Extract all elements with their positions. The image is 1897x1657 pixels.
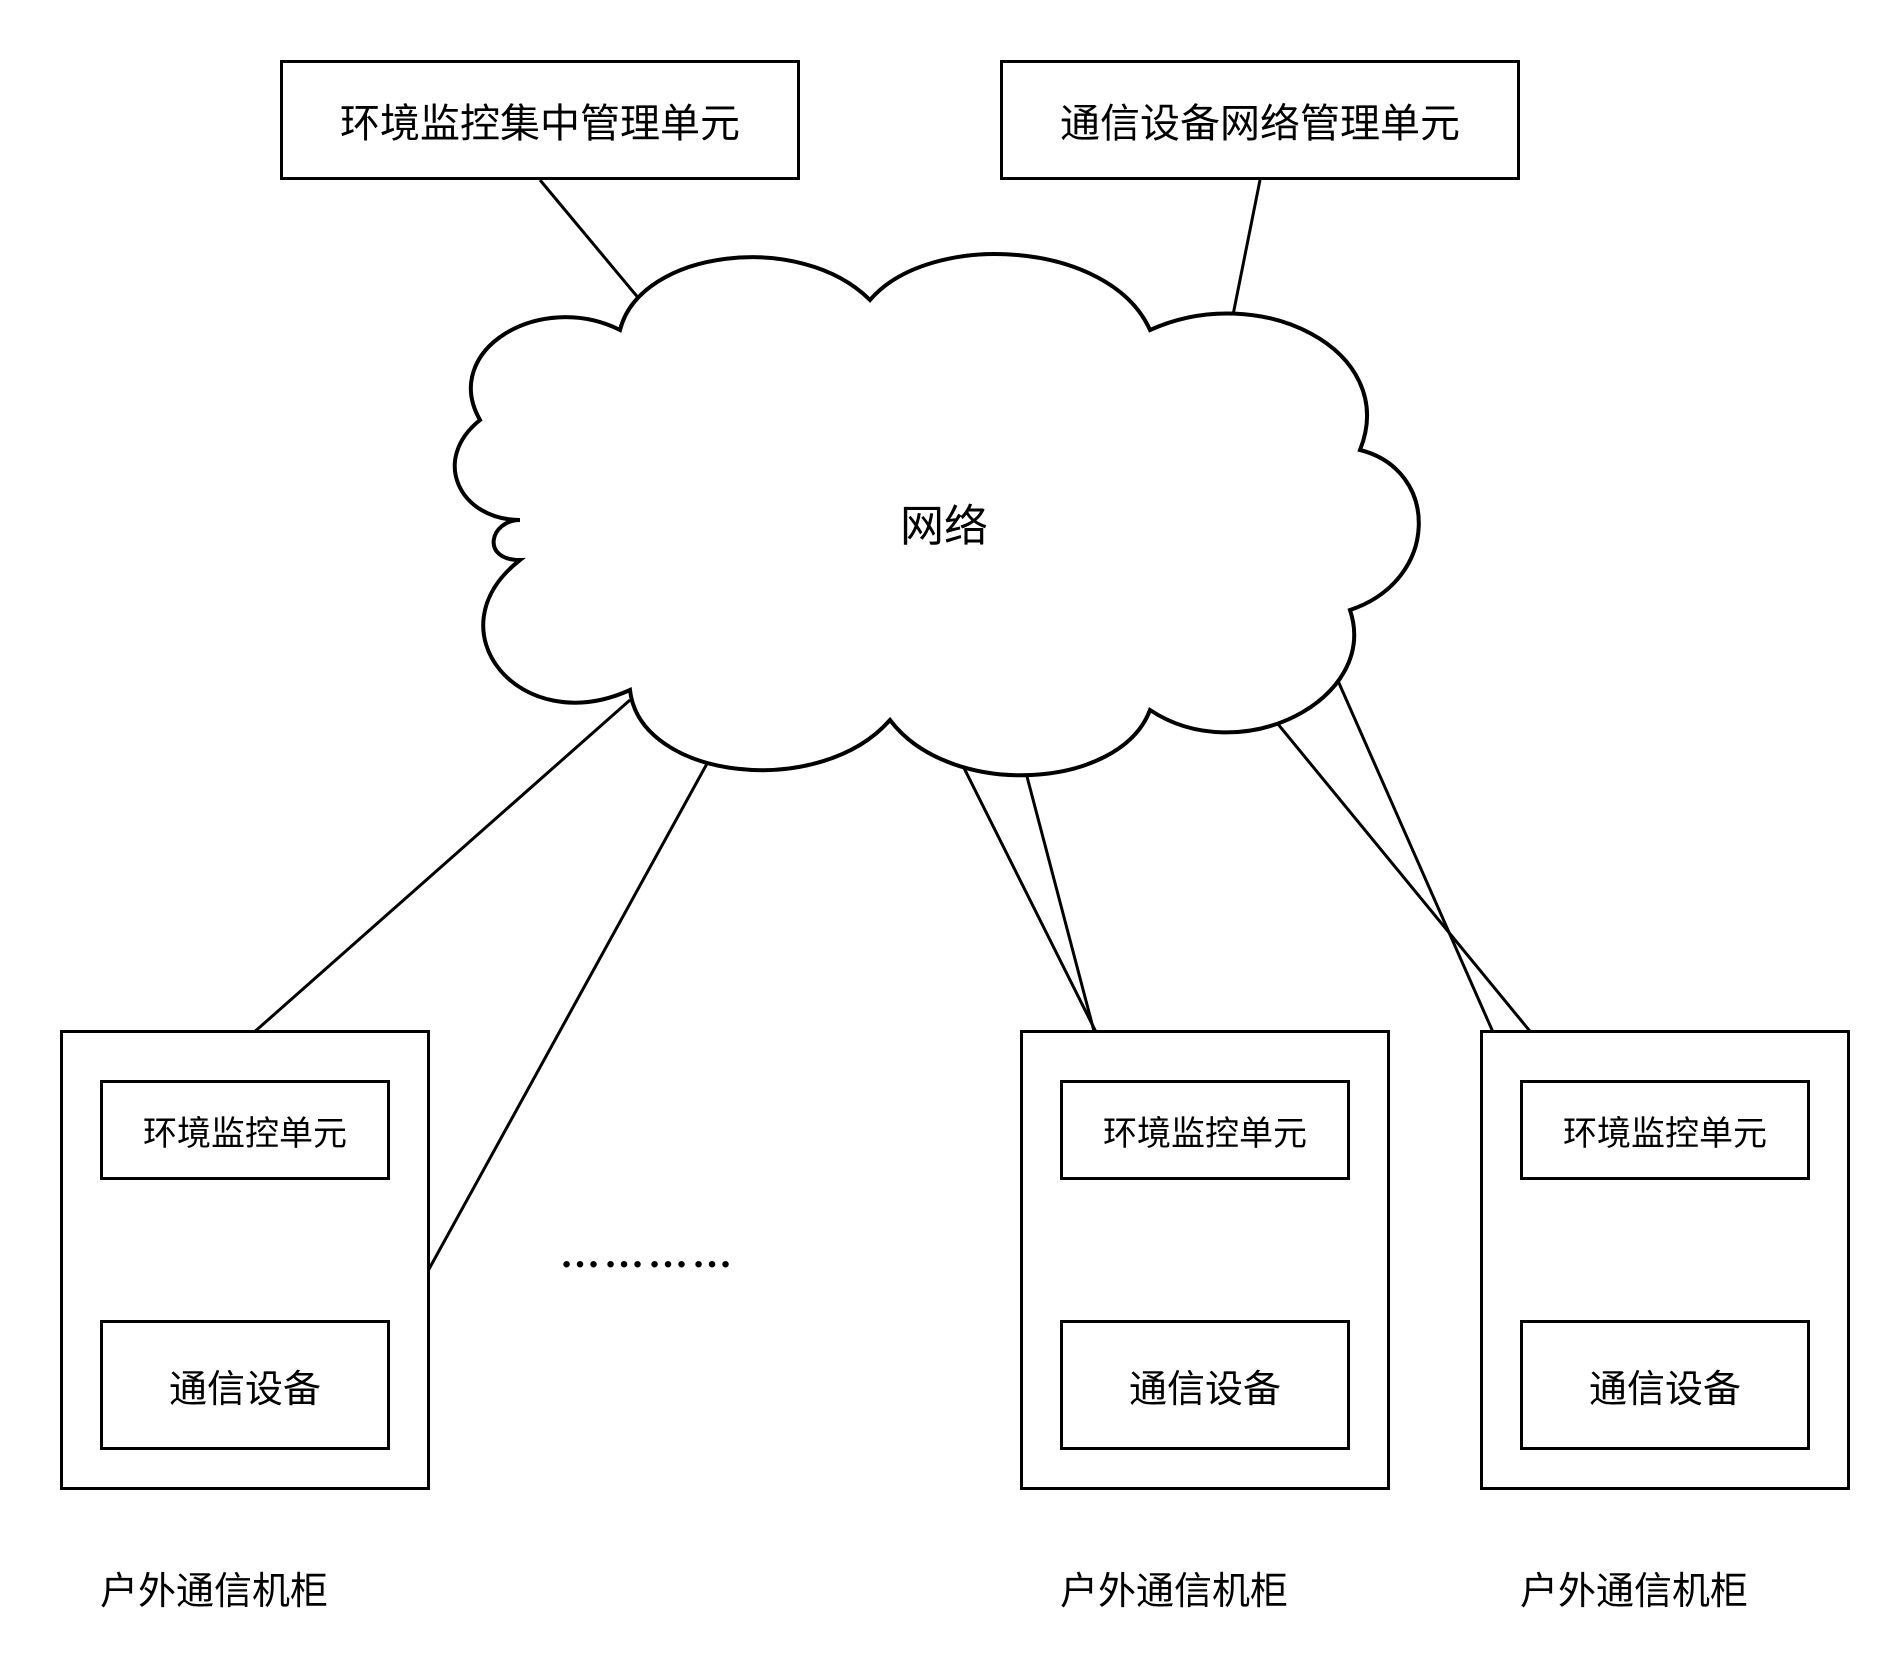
cabinet-2-env-label: 环境监控单元 bbox=[1103, 1106, 1307, 1155]
edge bbox=[200, 700, 630, 1080]
edge bbox=[540, 180, 690, 360]
cabinet-3-caption: 户外通信机柜 bbox=[1520, 1560, 1748, 1615]
cabinet-2-comm-box: 通信设备 bbox=[1060, 1320, 1350, 1450]
edge bbox=[1250, 690, 1570, 1080]
comm-mgmt-label: 通信设备网络管理单元 bbox=[1060, 91, 1460, 149]
cloud-label: 网络 bbox=[900, 490, 988, 554]
cabinet-1-env-label: 环境监控单元 bbox=[143, 1106, 347, 1155]
cabinet-3-comm-box: 通信设备 bbox=[1520, 1320, 1810, 1450]
cabinet-1-comm-box: 通信设备 bbox=[100, 1320, 390, 1450]
cabinet-3-env-box: 环境监控单元 bbox=[1520, 1080, 1810, 1180]
env-mgmt-label: 环境监控集中管理单元 bbox=[340, 91, 740, 149]
comm-mgmt-box: 通信设备网络管理单元 bbox=[1000, 60, 1520, 180]
ellipsis: ………… bbox=[560, 1230, 736, 1277]
edge bbox=[1230, 180, 1260, 330]
cabinet-2-env-box: 环境监控单元 bbox=[1060, 1080, 1350, 1180]
cabinet-2-caption: 户外通信机柜 bbox=[1060, 1560, 1288, 1615]
cabinet-1-comm-label: 通信设备 bbox=[169, 1358, 321, 1413]
cabinet-1-env-box: 环境监控单元 bbox=[100, 1080, 390, 1180]
diagram-canvas: 环境监控集中管理单元 通信设备网络管理单元 网络 环境监控单元 通信设备 户外通… bbox=[0, 0, 1897, 1657]
cabinet-2-comm-label: 通信设备 bbox=[1129, 1358, 1281, 1413]
cabinet-3-env-label: 环境监控单元 bbox=[1563, 1106, 1767, 1155]
cabinet-3-comm-label: 通信设备 bbox=[1589, 1358, 1741, 1413]
cabinet-1-caption: 户外通信机柜 bbox=[100, 1560, 328, 1615]
env-mgmt-box: 环境监控集中管理单元 bbox=[280, 60, 800, 180]
